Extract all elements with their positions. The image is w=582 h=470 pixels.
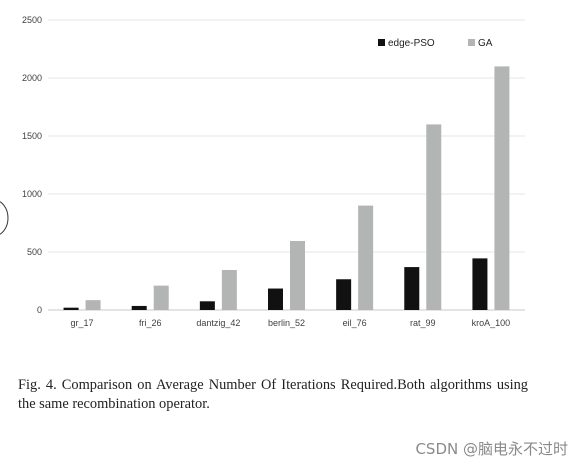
bar-ga-kroa-100 [494, 66, 510, 311]
bar-edge-pso-berlin-52 [268, 288, 283, 310]
bars [63, 66, 510, 311]
bar-chart: 0 500 1000 1500 2000 2500 gr_17 fri_26 dantzig_… [0, 15, 525, 328]
legend: edge-PSO GA [378, 38, 493, 49]
y-tick-label: 500 [27, 247, 42, 257]
bar-edge-pso-dantzig-42 [199, 301, 215, 310]
bar-edge-pso-rat-99 [404, 267, 420, 310]
figure-caption: Fig. 4. Comparison on Average Number Of … [18, 377, 528, 412]
x-tick-label: kroA_100 [472, 318, 511, 328]
bar-edge-pso-kroa-100 [472, 258, 488, 310]
y-axis-ticks: 0 500 1000 1500 2000 2500 [22, 15, 42, 315]
x-tick-label: gr_17 [71, 318, 94, 328]
x-tick-label: berlin_52 [268, 318, 305, 328]
legend-label: GA [478, 38, 493, 49]
bar-ga-fri-26 [153, 285, 169, 310]
x-tick-label: eil_76 [343, 318, 367, 328]
y-tick-label: 1000 [22, 189, 42, 199]
x-axis-ticks: gr_17 fri_26 dantzig_42 berlin_52 eil_76 rat_… [71, 318, 511, 328]
bar-ga-dantzig-42 [221, 269, 237, 310]
bar-ga-gr-17 [85, 300, 101, 310]
legend-label: edge-PSO [388, 38, 435, 49]
partial-circle-decoration [0, 201, 9, 235]
bar-ga-eil-76 [358, 205, 374, 310]
y-tick-label: 0 [37, 305, 42, 315]
watermark: CSDN @脑电永不过时 [415, 440, 568, 458]
y-tick-label: 2000 [22, 73, 42, 83]
gridlines [48, 19, 525, 311]
bar-ga-rat-99 [426, 124, 442, 311]
x-tick-label: rat_99 [410, 318, 436, 328]
bar-ga-berlin-52 [290, 240, 305, 310]
legend-swatch [468, 39, 475, 46]
bar-edge-pso-gr-17 [63, 307, 79, 310]
legend-swatch [378, 39, 385, 46]
bar-edge-pso-eil-76 [336, 279, 352, 310]
y-tick-label: 2500 [22, 15, 42, 25]
x-tick-label: fri_26 [139, 318, 162, 328]
y-tick-label: 1500 [22, 131, 42, 141]
x-tick-label: dantzig_42 [196, 318, 240, 328]
bar-edge-pso-fri-26 [131, 305, 147, 310]
